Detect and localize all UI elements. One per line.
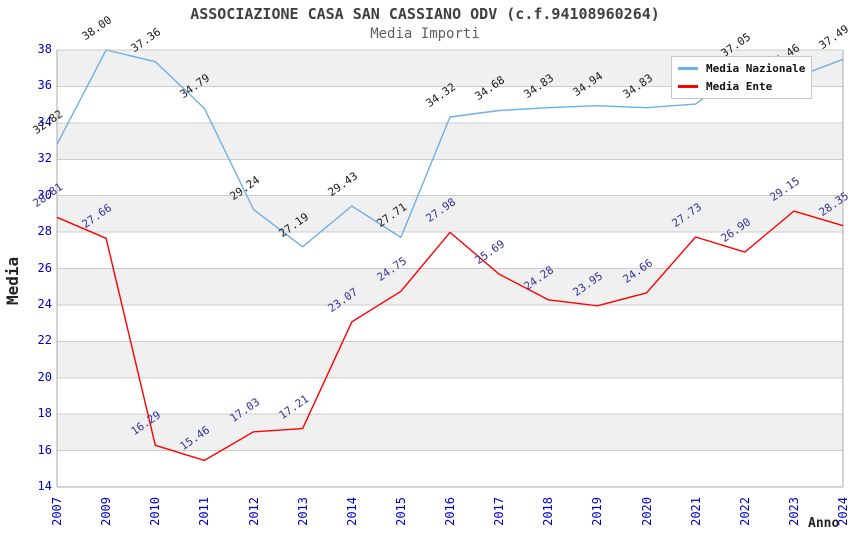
legend-label-media-nazionale: Media Nazionale [706,62,806,75]
chart-title: ASSOCIAZIONE CASA SAN CASSIANO ODV (c.f.… [190,5,660,23]
x-tick-label: 2016 [443,497,457,526]
legend-item-media-nazionale: Media Nazionale [678,61,805,76]
x-tick-label: 2015 [393,497,408,526]
x-tick-label: 2013 [295,497,310,526]
x-tick-label: 2009 [99,497,114,526]
legend-line-swatch-ente-icon [678,85,698,88]
y-tick-label: 34 [37,114,52,129]
y-tick-label: 36 [37,78,52,93]
x-axis-title: Anno [808,516,840,531]
y-tick-label: 14 [37,479,52,493]
chart-subtitle: Media Importi [370,26,480,42]
x-tick-label: 2012 [246,497,261,526]
x-tick-label: 2024 [836,497,850,526]
x-tick-label: 2017 [492,497,507,526]
x-tick-label: 2020 [639,497,654,526]
x-tick-label: 2010 [148,497,163,526]
y-tick-label: 20 [37,369,52,384]
x-tick-label: 2019 [590,497,605,526]
x-tick-label: 2018 [541,497,556,526]
legend: Media Nazionale Media Ente [671,56,812,99]
legend-line-swatch-nazionale-icon [678,67,698,70]
y-tick-label: 30 [37,187,52,202]
y-tick-label: 24 [37,296,52,311]
y-tick-label: 38 [37,42,52,56]
x-tick-label: 2007 [50,497,64,526]
legend-label-media-ente: Media Ente [706,80,773,93]
y-tick-label: 18 [37,406,52,421]
y-tick-label: 26 [37,260,52,275]
y-tick-label: 16 [37,442,52,457]
x-tick-label: 2022 [737,497,752,526]
y-tick-label: 22 [37,333,52,348]
x-tick-label: 2023 [786,497,801,526]
x-tick-label: 2014 [344,497,359,526]
x-tick-label: 2011 [197,497,212,526]
x-tick-label: 2021 [688,497,703,526]
legend-item-media-ente: Media Ente [678,79,805,94]
y-tick-label: 32 [37,151,52,166]
y-tick-label: 28 [37,224,52,239]
